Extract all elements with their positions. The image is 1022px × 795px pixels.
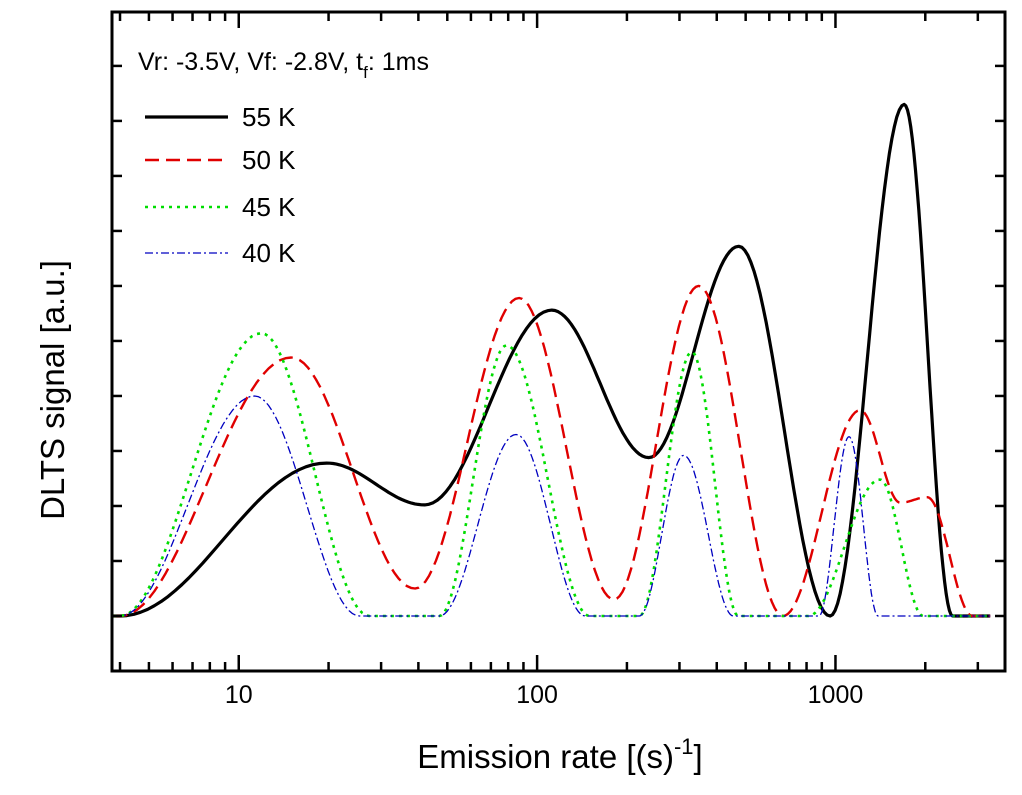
series-line-50k [112, 284, 991, 618]
legend-label: 45 K [242, 192, 296, 222]
x-tick-label: 1000 [808, 681, 864, 709]
curves [112, 102, 991, 618]
annotation: Vr: -3.5V, Vf: -2.8V, tf: 1ms [138, 48, 429, 82]
series-line-40k [112, 395, 991, 617]
series-line-45k [112, 331, 991, 618]
x-tick-label: 10 [225, 681, 253, 709]
x-tick-labels: 10 100 1000 [225, 681, 863, 709]
x-axis-label: Emission rate [(s)-1] [417, 734, 702, 775]
legend-label: 55 K [242, 102, 296, 132]
series-line-55k [112, 102, 991, 618]
legend-label: 40 K [242, 238, 296, 268]
legend: 55 K 50 K 45 K 40 K [145, 102, 296, 268]
y-axis-label: DLTS signal [a.u.] [34, 260, 71, 520]
plot-frame [110, 10, 1007, 673]
legend-label: 50 K [242, 145, 296, 175]
x-tick-label: 100 [516, 681, 558, 709]
